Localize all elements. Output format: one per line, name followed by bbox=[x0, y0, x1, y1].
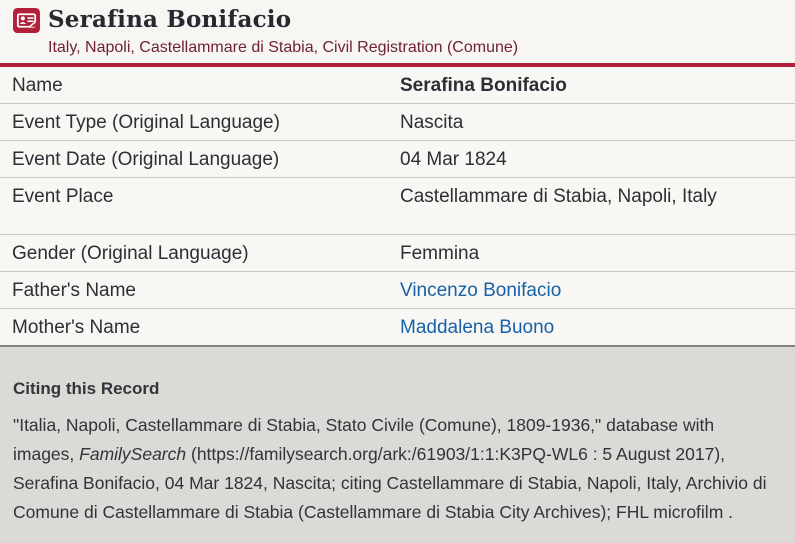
row-value: 04 Mar 1824 bbox=[400, 149, 507, 170]
row-value: Castellammare di Stabia, Napoli, Italy bbox=[400, 186, 717, 207]
accent-divider-bar bbox=[0, 63, 795, 67]
row-label: Event Date (Original Language) bbox=[12, 149, 280, 170]
table-row-father-name: Father's Name Vincenzo Bonifacio bbox=[0, 272, 795, 309]
citation-section: Citing this Record "Italia, Napoli, Cast… bbox=[0, 347, 795, 543]
record-table: Name Serafina Bonifacio Event Type (Orig… bbox=[0, 67, 795, 345]
record-person-card-icon bbox=[13, 8, 40, 33]
row-label: Mother's Name bbox=[12, 317, 141, 338]
citation-text: "Italia, Napoli, Castellammare di Stabia… bbox=[13, 411, 779, 527]
citation-text-before: "Italia, Napoli, Castellammare di Stabia… bbox=[13, 415, 715, 464]
table-row-gender: Gender (Original Language) Femmina bbox=[0, 235, 795, 272]
citation-text-after: (https://familysearch.org/ark:/61903/1:1… bbox=[13, 444, 767, 522]
mother-name-link[interactable]: Maddalena Buono bbox=[400, 317, 555, 338]
table-row-event-place: Event Place Castellammare di Stabia, Nap… bbox=[0, 178, 795, 235]
collection-subtitle: Italy, Napoli, Castellammare di Stabia, … bbox=[48, 39, 519, 56]
table-row-event-type: Event Type (Original Language) Nascita bbox=[0, 104, 795, 141]
table-row-name: Name Serafina Bonifacio bbox=[0, 67, 795, 104]
citation-source-name: FamilySearch bbox=[79, 444, 187, 464]
table-row-mother-name: Mother's Name Maddalena Buono bbox=[0, 309, 795, 345]
record-header: Serafina Bonifacio Italy, Napoli, Castel… bbox=[0, 0, 795, 63]
row-label: Event Place bbox=[12, 186, 114, 207]
citation-heading: Citing this Record bbox=[13, 379, 160, 398]
row-label: Name bbox=[12, 75, 63, 96]
row-label: Gender (Original Language) bbox=[12, 243, 249, 264]
father-name-link[interactable]: Vincenzo Bonifacio bbox=[400, 280, 562, 301]
row-label: Event Type (Original Language) bbox=[12, 112, 280, 133]
row-value: Nascita bbox=[400, 112, 464, 133]
table-row-event-date: Event Date (Original Language) 04 Mar 18… bbox=[0, 141, 795, 178]
row-value: Serafina Bonifacio bbox=[400, 75, 567, 96]
row-value: Femmina bbox=[400, 243, 480, 264]
table-bottom-border bbox=[0, 345, 795, 347]
row-label: Father's Name bbox=[12, 280, 137, 301]
page-title: Serafina Bonifacio bbox=[48, 6, 292, 33]
